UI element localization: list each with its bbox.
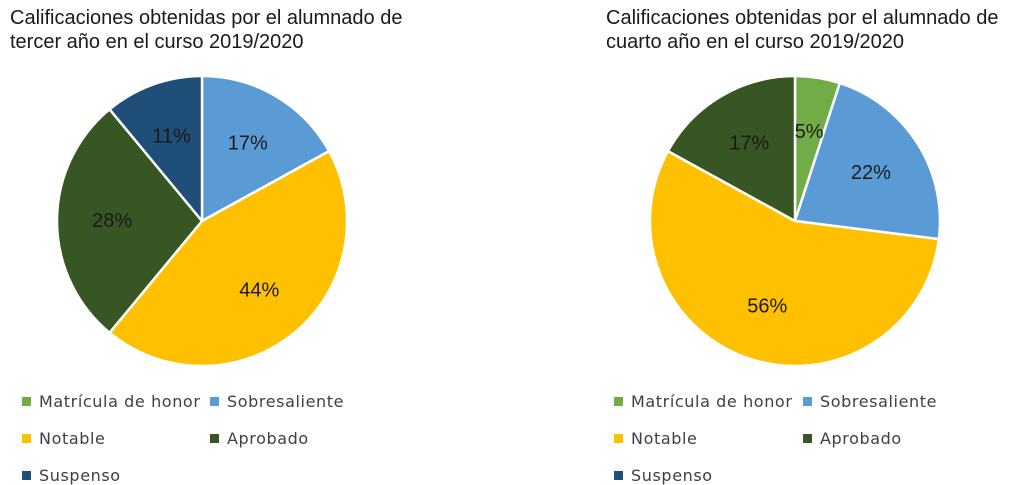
- legend-item-suspenso: Suspenso: [22, 466, 121, 485]
- data-label-suspenso: 11%: [152, 125, 191, 147]
- data-label-aprobado: 28%: [92, 210, 132, 232]
- pie-slice-sobresaliente: [793, 81, 942, 241]
- legend-item-suspenso: Suspenso: [614, 466, 713, 485]
- legend-item-aprobado: Aprobado: [210, 429, 309, 448]
- legend-swatch: [22, 397, 31, 406]
- chart-title-line-1: Calificaciones obtenidas por el alumnado…: [10, 7, 403, 29]
- legend-label: Notable: [39, 429, 106, 448]
- legend-item-notable: Notable: [614, 429, 697, 448]
- legend-swatch: [803, 434, 812, 443]
- chart-tercer-ano: Calificaciones obtenidas por el alumnado…: [0, 0, 510, 485]
- chart-title-line-2: cuarto año en el curso 2019/2020: [606, 31, 904, 53]
- legend-item-notable: Notable: [22, 429, 105, 448]
- legend-swatch: [22, 471, 31, 480]
- pie-slice-notable: [648, 149, 941, 368]
- pie-data-labels: 5% 22% 56% 17%: [729, 121, 891, 317]
- legend-label: Aprobado: [820, 429, 902, 448]
- legend-label: Aprobado: [227, 429, 309, 448]
- legend-label: Matrícula de honor: [39, 392, 201, 411]
- chart-title: Calificaciones obtenidas por el alumnado…: [606, 6, 1026, 54]
- pie-slices: [648, 74, 942, 368]
- data-label-sobresaliente: 17%: [228, 133, 268, 155]
- chart-cuarto-ano: Calificaciones obtenidas por el alumnado…: [515, 0, 1027, 485]
- legend-swatch: [210, 434, 219, 443]
- legend-label: Sobresaliente: [227, 392, 345, 411]
- pie-slice-aprobado: [55, 108, 204, 334]
- data-label-sobresaliente: 22%: [851, 162, 891, 184]
- data-label-notable: 44%: [239, 279, 279, 301]
- legend-item-sobresaliente: Sobresaliente: [803, 392, 937, 411]
- legend-label: Suspenso: [631, 466, 713, 485]
- legend-swatch: [22, 434, 31, 443]
- pie-chart-svg: 17% 44% 28% 11%: [55, 74, 349, 368]
- legend-item-matricula-de-honor: Matrícula de honor: [22, 392, 201, 411]
- legend-swatch: [803, 397, 812, 406]
- legend-item-sobresaliente: Sobresaliente: [210, 392, 344, 411]
- data-label-matricula-de-honor: 5%: [795, 121, 824, 143]
- pie-data-labels: 17% 44% 28% 11%: [92, 125, 279, 301]
- legend-label: Notable: [631, 429, 698, 448]
- pie-slices: [55, 74, 349, 368]
- pie-slice-aprobado: [666, 74, 797, 223]
- chart-title: Calificaciones obtenidas por el alumnado…: [10, 6, 510, 54]
- data-label-notable: 56%: [747, 295, 787, 317]
- legend-item-aprobado: Aprobado: [803, 429, 902, 448]
- chart-title-line-1: Calificaciones obtenidas por el alumnado…: [606, 7, 999, 29]
- pie-slice-suspenso: [108, 74, 204, 223]
- legend-label: Matrícula de honor: [631, 392, 793, 411]
- pie-chart-svg: 5% 22% 56% 17%: [648, 74, 942, 368]
- legend-swatch: [210, 397, 219, 406]
- legend-swatch: [614, 471, 623, 480]
- chart-title-line-2: tercer año en el curso 2019/2020: [10, 31, 304, 53]
- legend-label: Sobresaliente: [820, 392, 938, 411]
- legend-swatch: [614, 434, 623, 443]
- legend-item-matricula-de-honor: Matrícula de honor: [614, 392, 793, 411]
- data-label-aprobado: 17%: [729, 133, 769, 155]
- pie-slice-notable: [108, 149, 349, 368]
- legend-label: Suspenso: [39, 466, 121, 485]
- legend-swatch: [614, 397, 623, 406]
- pie-slice-sobresaliente: [200, 74, 331, 223]
